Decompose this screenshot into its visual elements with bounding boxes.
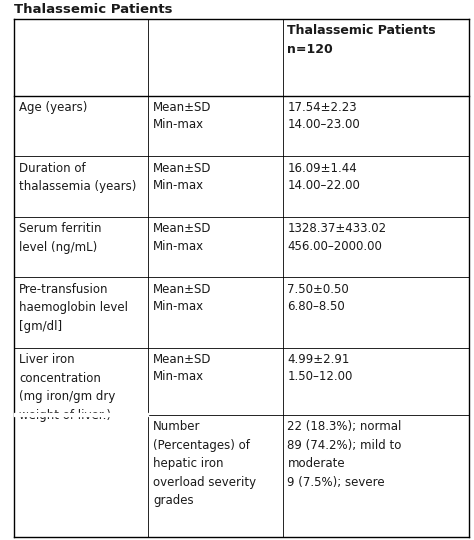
- Text: 16.09±1.44: 16.09±1.44: [287, 161, 357, 175]
- Text: 22 (18.3%); normal
89 (74.2%); mild to
moderate
9 (7.5%); severe: 22 (18.3%); normal 89 (74.2%); mild to m…: [287, 420, 402, 489]
- Text: Mean±SD: Mean±SD: [153, 353, 212, 366]
- Text: Min-max: Min-max: [153, 240, 204, 253]
- Text: Mean±SD: Mean±SD: [153, 161, 212, 175]
- Text: Liver iron
concentration
(mg iron/gm dry
weight of liver.): Liver iron concentration (mg iron/gm dry…: [19, 353, 115, 422]
- Text: Min-max: Min-max: [153, 118, 204, 131]
- Text: Mean±SD: Mean±SD: [153, 283, 212, 296]
- Text: Mean±SD: Mean±SD: [153, 101, 212, 114]
- Text: Min-max: Min-max: [153, 179, 204, 192]
- Text: 14.00–23.00: 14.00–23.00: [287, 118, 360, 131]
- Text: Pre-transfusion
haemoglobin level
[gm/dl]: Pre-transfusion haemoglobin level [gm/dl…: [19, 283, 128, 333]
- Text: Age (years): Age (years): [19, 101, 87, 114]
- Text: 7.50±0.50: 7.50±0.50: [287, 283, 349, 296]
- Text: Number
(Percentages) of
hepatic iron
overload severity
grades: Number (Percentages) of hepatic iron ove…: [153, 420, 256, 507]
- Text: Min-max: Min-max: [153, 370, 204, 383]
- Text: Thalassemic Patients
n=120: Thalassemic Patients n=120: [287, 24, 436, 56]
- Text: 456.00–2000.00: 456.00–2000.00: [287, 240, 383, 253]
- Text: Mean±SD: Mean±SD: [153, 222, 212, 235]
- Text: 6.80–8.50: 6.80–8.50: [287, 300, 345, 313]
- Text: Thalassemic Patients: Thalassemic Patients: [14, 3, 173, 16]
- Text: Serum ferritin
level (ng/mL): Serum ferritin level (ng/mL): [19, 222, 101, 254]
- Text: 1.50–12.00: 1.50–12.00: [287, 370, 353, 383]
- Text: Min-max: Min-max: [153, 300, 204, 313]
- Text: 17.54±2.23: 17.54±2.23: [287, 101, 357, 114]
- Text: 1328.37±433.02: 1328.37±433.02: [287, 222, 387, 235]
- Text: Duration of
thalassemia (years): Duration of thalassemia (years): [19, 161, 137, 193]
- Text: 4.99±2.91: 4.99±2.91: [287, 353, 350, 366]
- Text: 14.00–22.00: 14.00–22.00: [287, 179, 360, 192]
